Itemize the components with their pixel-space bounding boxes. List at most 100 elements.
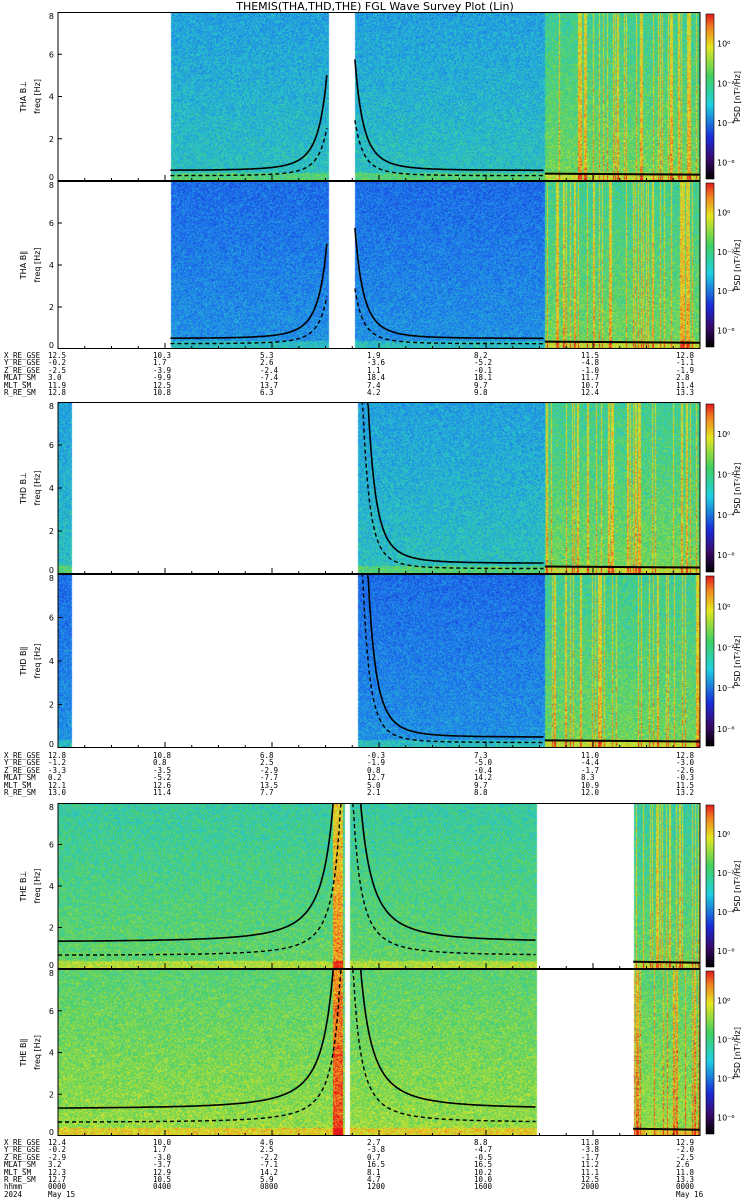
ephemeris-value: 9.8 <box>474 388 488 397</box>
y-tick-label: 2 <box>49 1090 54 1099</box>
ephemeris-value: 12.5 <box>153 380 172 390</box>
ephemeris-value: 11.9 <box>48 380 67 390</box>
ephemeris-value: -3.3 <box>48 765 67 775</box>
ephemeris-value: 10.7 <box>581 380 600 390</box>
ephemeris-row: R_RE_SM 12.7 10.5 5.9 4.7 10.0 12.5 13.3 <box>0 1176 750 1184</box>
ephemeris-value: 13.7 <box>260 380 279 390</box>
colorbar-tick-label: 10⁰ <box>717 830 730 839</box>
ephemeris-label: Z_RE_GSE <box>4 365 41 375</box>
ephemeris-value: -1.9 <box>676 365 695 375</box>
ephemeris-value: 4.7 <box>367 1175 381 1184</box>
colorbar-tick-label: 10⁻⁴ <box>717 1075 735 1084</box>
ephemeris-value: -4.8 <box>581 358 600 368</box>
y-tick-label: 8 <box>49 402 54 411</box>
ephemeris-value: -5.0 <box>474 758 493 768</box>
colorbar-tick-label: 10⁰ <box>717 209 730 218</box>
ephemeris-value: -3.0 <box>153 1152 172 1162</box>
y-tick-label: 0 <box>49 173 54 181</box>
half-gyro-line <box>58 969 342 1123</box>
spectrogram-image <box>58 181 700 349</box>
ephemeris-value: 12.1 <box>48 780 67 790</box>
colorbar-tick-label: 10⁻² <box>717 79 735 88</box>
y-tick-label: 4 <box>49 484 54 493</box>
y-tick-label: 2 <box>49 924 54 933</box>
colorbar-label: PSD [nT²/Hz] <box>733 636 742 687</box>
ephemeris-value: 16.5 <box>474 1160 493 1170</box>
y-axis-label: freq [Hz] <box>33 644 42 679</box>
y-tick-label: 0 <box>49 740 54 748</box>
ephemeris-label: X_RE_GSE <box>4 1138 41 1147</box>
ephemeris-value: 6.8 <box>260 751 274 760</box>
gyro-line <box>354 59 544 172</box>
half-gyro-line <box>361 574 544 744</box>
spectrogram-panel-tha-bpar: 0 2 4 6 8 THA B∥ freq [Hz] 10⁰ 10⁻² 10⁻⁴ 10⁻⁶ PSD [… <box>0 181 750 349</box>
ephemeris-value: -3.0 <box>676 758 695 768</box>
ephemeris-label: hhmm <box>4 1182 23 1192</box>
colorbar <box>705 804 715 968</box>
ephemeris-value: 12.8 <box>48 751 67 760</box>
spectrogram-panel-thd-bpar: 0 2 4 6 8 THD B∥ freq [Hz] 10⁰ 10⁻² 10⁻⁴ 10⁻⁶ PSD [… <box>0 574 750 748</box>
ephemeris-row: X_RE_GSE 12.8 10.8 6.8 -0.3 7.3 11.0 12.8 <box>0 752 750 760</box>
spectrogram-image <box>58 402 700 574</box>
ephemeris-value: 0.2 <box>48 773 62 783</box>
ephemeris-row: R_RE_SM 12.8 10.8 6.3 4.2 9.8 12.4 13.3 <box>0 389 750 397</box>
ephemeris-value: 10.8 <box>153 751 172 760</box>
ephemeris-value: 2.8 <box>676 373 690 383</box>
ephemeris-value: 0400 <box>153 1182 172 1192</box>
ephemeris-value: 12.9 <box>153 1167 172 1177</box>
spectrogram-image <box>58 969 700 1136</box>
ephemeris-value: -0.2 <box>48 1145 67 1155</box>
ephemeris-label: Z_RE_GSE <box>4 1152 41 1162</box>
ephemeris-value: 8.8 <box>474 788 488 797</box>
ephemeris-value: 11.5 <box>676 780 695 790</box>
y-tick-label: 8 <box>49 574 54 583</box>
ephemeris-label: 2024 <box>4 1189 23 1199</box>
ephemeris-value: 13.3 <box>676 388 695 397</box>
colorbar-tick-label: 10⁻⁴ <box>717 287 735 296</box>
colorbar-label: PSD [nT²/Hz] <box>733 1027 742 1078</box>
ephemeris-value: -2.9 <box>48 1152 67 1162</box>
ephemeris-value: -7.1 <box>260 1160 279 1170</box>
ephemeris-value: -2.5 <box>676 1152 695 1162</box>
spectrogram-panel-tha-bl: 0 2 4 6 8 THA B⊥ freq [Hz] 10⁰ 10⁻² 10⁻⁴ 10⁻⁶ PSD [… <box>0 12 750 181</box>
y-tick-label: 0 <box>49 961 54 969</box>
ephemeris-value: 12.4 <box>48 1138 67 1147</box>
ephemeris-value: 11.4 <box>676 380 695 390</box>
panel-probe-label: THA B⊥ <box>19 81 28 113</box>
ephemeris-value: 12.8 <box>48 388 67 397</box>
ephemeris-label: Y_RE_GSE <box>4 1145 41 1155</box>
ephemeris-value: 1.7 <box>153 358 167 368</box>
gyro-line <box>366 402 544 564</box>
colorbar-tick-label: 10⁻² <box>717 248 735 257</box>
ephemeris-row: Y_RE_GSE -0.2 1.7 2.5 -3.8 -4.7 -3.8 -2.0 <box>0 1146 750 1154</box>
ephemeris-label: R_RE_SM <box>4 1175 36 1184</box>
ephemeris-value: 7.3 <box>474 751 488 760</box>
ephemeris-value: -1.7 <box>581 1152 600 1162</box>
ephemeris-value: 13.0 <box>48 788 67 797</box>
ephemeris-value: 13.2 <box>676 788 695 797</box>
ephemeris-row: hhmm 0000 0400 0800 1200 1600 2000 0000 <box>0 1183 750 1191</box>
ephemeris-value: 12.9 <box>676 1138 695 1147</box>
ephemeris-label: R_RE_SM <box>4 788 36 797</box>
colorbar-tick-label: 10⁻² <box>717 643 735 652</box>
colorbar-tick-label: 10⁻⁶ <box>717 327 735 336</box>
y-axis-label: freq [Hz] <box>33 1035 42 1070</box>
y-tick-label: 4 <box>49 93 54 102</box>
gyro-line <box>58 969 334 1109</box>
ephemeris-value: 8.1 <box>367 1167 381 1177</box>
colorbar-tick-label: 10⁻⁶ <box>717 1114 735 1123</box>
y-tick-label: 4 <box>49 1049 54 1058</box>
plot-frame <box>57 402 701 574</box>
plot-title: THEMIS(THA,THD,THE) FGL Wave Survey Plot… <box>236 0 514 13</box>
ephemeris-value: 12.3 <box>48 1167 67 1177</box>
colorbar-tick-label: 10⁻⁴ <box>717 119 735 128</box>
colorbar-tick-label: 10⁻² <box>717 471 735 480</box>
colorbar-label: PSD [nT²/Hz] <box>733 463 742 514</box>
ephemeris-value: 12.0 <box>581 788 600 797</box>
ephemeris-row: MLAT_SM 3.0 -9.9 -7.4 18.4 18.1 11.7 2.8 <box>0 374 750 382</box>
ephemeris-value: 2.5 <box>260 758 274 768</box>
ephemeris-value: -4.4 <box>581 758 600 768</box>
ephemeris-value: -0.2 <box>48 358 67 368</box>
ephemeris-row: MLAT_SM 0.2 -5.2 -7.7 12.7 14.2 8.3 -0.3 <box>0 774 750 782</box>
y-tick-label: 0 <box>49 566 54 574</box>
